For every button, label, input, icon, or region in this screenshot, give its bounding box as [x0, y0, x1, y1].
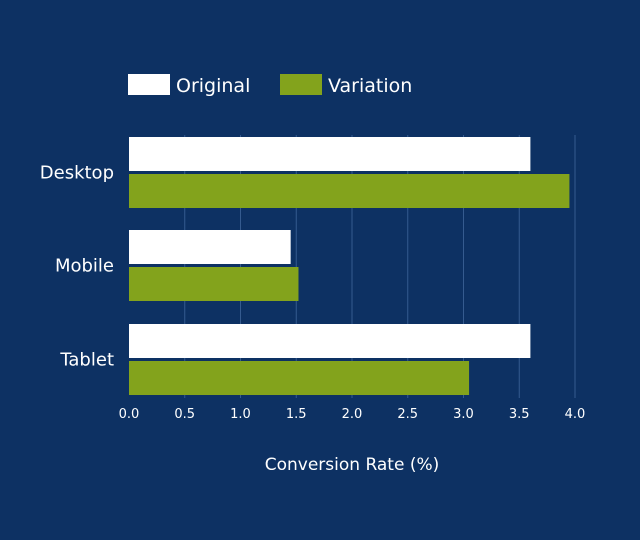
legend-label-variation: Variation	[328, 75, 412, 97]
bar-tablet-variation	[129, 361, 470, 395]
legend-swatch-variation	[280, 74, 322, 95]
x-tick-labels: 0.0 0.5 1.0 1.5 2.0 2.5 3.0 3.5 4.0	[119, 407, 586, 422]
bar-desktop-variation	[129, 174, 570, 208]
x-tick-label: 0.5	[174, 407, 195, 422]
legend: Original Variation	[128, 74, 412, 97]
legend-swatch-original	[128, 74, 170, 95]
x-tick-label: 0.0	[119, 407, 140, 422]
x-tick-label: 2.5	[397, 407, 418, 422]
x-axis-title: Conversion Rate (%)	[265, 455, 440, 475]
category-label-mobile: Mobile	[55, 256, 114, 277]
x-tick-label: 1.0	[230, 407, 251, 422]
bar-desktop-original	[129, 137, 531, 171]
x-tick-label: 4.0	[565, 407, 586, 422]
category-labels: Desktop Mobile Tablet	[40, 163, 114, 371]
bars	[129, 137, 570, 395]
x-tick-label: 2.0	[342, 407, 363, 422]
category-label-desktop: Desktop	[40, 163, 114, 184]
x-tick-label: 1.5	[286, 407, 307, 422]
bar-mobile-variation	[129, 267, 299, 301]
bar-mobile-original	[129, 230, 291, 264]
category-label-tablet: Tablet	[59, 350, 114, 371]
x-tick-label: 3.0	[453, 407, 474, 422]
legend-label-original: Original	[176, 75, 250, 97]
x-tick-label: 3.5	[509, 407, 530, 422]
bar-tablet-original	[129, 324, 531, 358]
